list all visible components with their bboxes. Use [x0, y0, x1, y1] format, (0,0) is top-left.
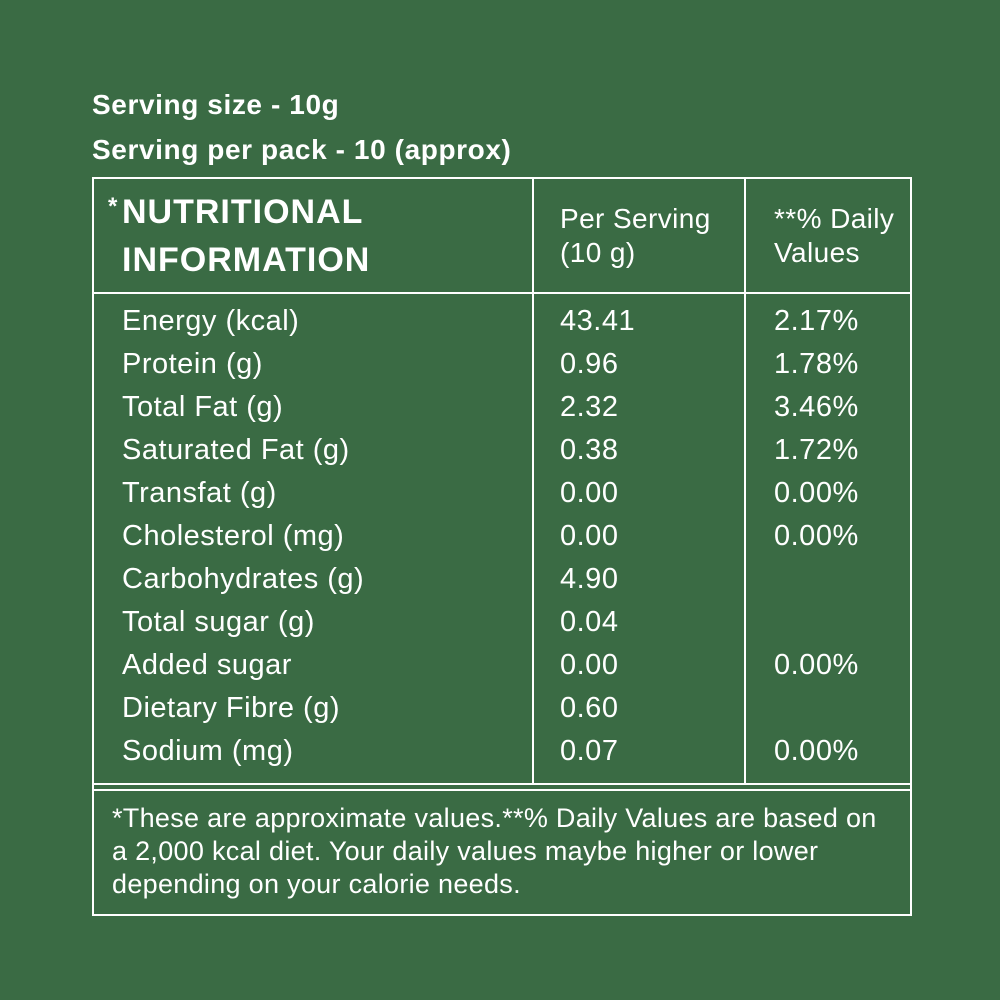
column-divider-2 [744, 179, 746, 785]
table-row-cholesterol: Cholesterol (mg) 0.00 0.00% [94, 515, 910, 558]
nutrient-label: Sodium (mg) [122, 735, 294, 767]
nutrient-label: Total Fat (g) [122, 391, 284, 423]
per-serving-value: 0.38 [560, 434, 619, 466]
daily-values-header-line-1: **% Daily [774, 202, 895, 234]
daily-value: 0.00% [774, 735, 859, 767]
column-divider-1 [532, 179, 534, 785]
nutrition-table: * NUTRITIONAL INFORMATION Per Serving (10… [92, 177, 912, 916]
nutrient-label: Dietary Fibre (g) [122, 692, 340, 724]
per-serving-value: 0.07 [560, 735, 619, 767]
title-line-1: * NUTRITIONAL [108, 190, 370, 238]
table-row-saturated-fat: Saturated Fat (g) 0.38 1.72% [94, 429, 910, 472]
footnote: *These are approximate values.**% Daily … [94, 789, 910, 914]
title-text-1: NUTRITIONAL [122, 192, 364, 231]
serving-info: Serving size - 10g Serving per pack - 10… [92, 82, 511, 172]
table-row-protein: Protein (g) 0.96 1.78% [94, 343, 910, 386]
daily-value: 1.72% [774, 434, 859, 466]
table-row-transfat: Transfat (g) 0.00 0.00% [94, 472, 910, 515]
per-serving-value: 0.04 [560, 606, 619, 638]
per-serving-value: 2.32 [560, 391, 619, 423]
per-serving-column-header: Per Serving (10 g) [532, 179, 744, 292]
daily-value: 0.00% [774, 477, 859, 509]
per-serving-value: 0.00 [560, 520, 619, 552]
title-asterisk: * [108, 192, 119, 220]
table-row-total-sugar: Total sugar (g) 0.04 [94, 601, 910, 644]
table-body: Energy (kcal) 43.41 2.17% Protein (g) 0.… [94, 294, 910, 785]
daily-value: 2.17% [774, 305, 859, 337]
table-header-row: * NUTRITIONAL INFORMATION Per Serving (10… [94, 179, 910, 294]
daily-value: 3.46% [774, 391, 859, 423]
per-serving-value: 0.00 [560, 649, 619, 681]
table-row-dietary-fibre: Dietary Fibre (g) 0.60 [94, 687, 910, 730]
per-serving-value: 0.00 [560, 477, 619, 509]
serving-size-text: Serving size - 10g [92, 89, 340, 120]
nutrient-label: Protein (g) [122, 348, 263, 380]
daily-value: 0.00% [774, 520, 859, 552]
table-row-total-fat: Total Fat (g) 2.32 3.46% [94, 386, 910, 429]
per-serving-value: 4.90 [560, 563, 619, 595]
nutrient-label: Carbohydrates (g) [122, 563, 365, 595]
per-serving-header-line-2: (10 g) [560, 236, 636, 268]
table-title-cell: * NUTRITIONAL INFORMATION [94, 179, 532, 292]
table-row-sodium: Sodium (mg) 0.07 0.00% [94, 730, 910, 773]
table-title: * NUTRITIONAL INFORMATION [108, 190, 371, 282]
nutrient-label: Transfat (g) [122, 477, 277, 509]
daily-value: 0.00% [774, 649, 859, 681]
nutrient-label: Total sugar (g) [122, 606, 315, 638]
daily-value: 1.78% [774, 348, 859, 380]
table-row-energy: Energy (kcal) 43.41 2.17% [94, 300, 910, 343]
title-text-2: INFORMATION [122, 240, 371, 279]
table-row-carbohydrates: Carbohydrates (g) 4.90 [94, 558, 910, 601]
table-row-added-sugar: Added sugar 0.00 0.00% [94, 644, 910, 687]
per-serving-value: 43.41 [560, 305, 636, 337]
nutrient-label: Energy (kcal) [122, 305, 300, 337]
daily-values-header-line-2: Values [774, 236, 860, 268]
daily-values-column-header: **% Daily Values [744, 179, 910, 292]
per-serving-header-line-1: Per Serving [560, 202, 711, 234]
serving-per-pack-text: Serving per pack - 10 (approx) [92, 134, 512, 165]
nutrient-label: Saturated Fat (g) [122, 434, 350, 466]
nutrient-label: Cholesterol (mg) [122, 520, 345, 552]
nutrient-label: Added sugar [122, 649, 292, 681]
per-serving-value: 0.96 [560, 348, 619, 380]
per-serving-value: 0.60 [560, 692, 619, 724]
